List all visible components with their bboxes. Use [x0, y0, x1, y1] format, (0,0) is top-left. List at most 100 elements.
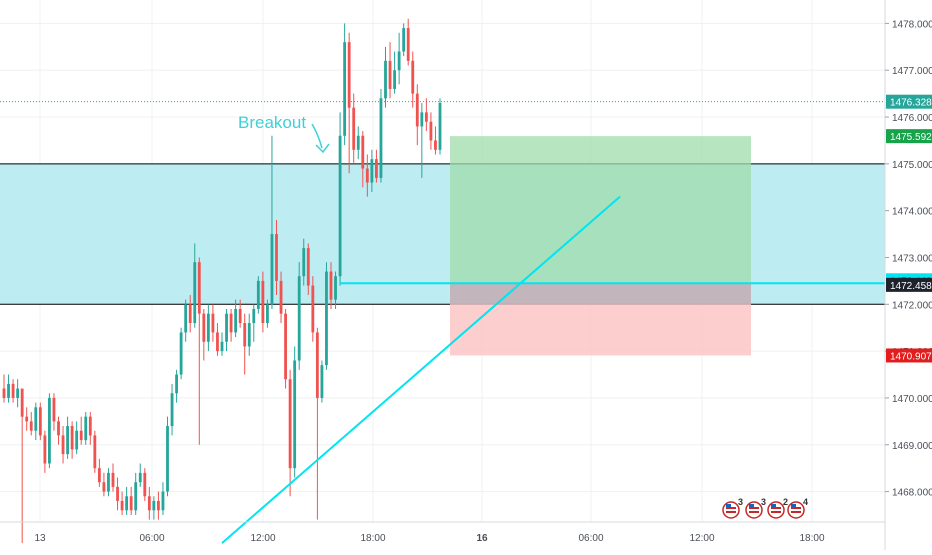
candle-body-78: [356, 135, 360, 150]
candle-body-67: [306, 248, 310, 286]
time-tick-label-2: 12:00: [250, 533, 275, 544]
candle-body-4: [20, 388, 24, 417]
candle-body-29: [134, 482, 138, 511]
candle-body-35: [161, 491, 165, 511]
candle-body-25: [116, 486, 119, 501]
candle-body-61: [279, 280, 283, 314]
candle-body-8: [38, 407, 42, 436]
candle-body-20: [93, 435, 97, 469]
candle-body-76: [347, 42, 351, 108]
event-flag-canton-0: [726, 504, 731, 508]
price-badge-stop: [886, 348, 932, 363]
event-count-1: 3: [761, 497, 766, 507]
breakout-arrow-head: [315, 143, 330, 154]
event-flag-icon-1[interactable]: 3: [745, 497, 766, 519]
candle-body-71: [325, 271, 328, 366]
candle-body-23: [107, 472, 110, 492]
time-tick-label-0: 13: [34, 533, 46, 544]
price-tick-label-1: 1469.000: [892, 441, 932, 452]
candle-body-79: [361, 135, 365, 169]
event-count-0: 3: [738, 497, 743, 507]
breakout-arrow-shaft: [311, 123, 323, 149]
event-flag-icon-2[interactable]: 2: [767, 497, 788, 519]
candle-body-82: [375, 159, 378, 178]
candle-body-43: [197, 262, 201, 314]
event-count-3: 4: [803, 497, 808, 507]
candle-body-92: [420, 112, 424, 127]
candle-body-49: [225, 313, 228, 342]
price-tick-label-7: 1475.000: [892, 160, 932, 171]
candle-body-13: [61, 435, 65, 455]
candle-body-2: [11, 383, 15, 398]
price-axis[interactable]: 1468.0001469.0001470.0001471.0001472.000…: [884, 0, 932, 550]
time-tick-label-3: 18:00: [360, 533, 385, 544]
candle-body-88: [402, 28, 406, 52]
candle-body-54: [247, 323, 251, 347]
time-tick-label-5: 06:00: [578, 533, 603, 544]
event-flag-icon-0[interactable]: 3: [722, 497, 743, 519]
candle-body-3: [16, 388, 20, 398]
candle-body-60: [275, 234, 278, 281]
price-badge-zone: [886, 277, 932, 292]
candle-body-90: [411, 60, 415, 94]
candle-body-86: [393, 70, 396, 89]
candle-body-9: [43, 435, 47, 464]
price-tick-label-9: 1477.000: [892, 66, 932, 77]
candle-body-56: [256, 280, 260, 309]
price-badge-label-target: 1475.592: [890, 132, 932, 143]
time-tick-label-4: 16: [476, 533, 488, 544]
candle-body-85: [388, 60, 392, 89]
price-tick-label-5: 1473.000: [892, 253, 932, 264]
time-axis[interactable]: 13 06:00 12:00 18:00 16 06:00 12:00 18:00: [0, 521, 885, 544]
candle-body-12: [57, 421, 60, 436]
candle-body-94: [429, 121, 433, 141]
trendline[interactable]: [221, 195, 621, 544]
candle-body-1: [7, 383, 10, 398]
candle-body-42: [193, 262, 197, 324]
event-flag-icon-3[interactable]: 4: [787, 497, 808, 519]
candle-body-40: [184, 304, 188, 333]
candle-body-45: [206, 313, 210, 342]
candle-body-80: [365, 168, 369, 183]
candle-body-95: [434, 140, 437, 150]
event-flag-stripe-bottom-0: [726, 511, 736, 513]
candle-body-11: [52, 397, 56, 422]
events-layer: 3 3 2 4: [722, 497, 808, 519]
event-flag-stripe-bottom-2: [771, 511, 781, 513]
candle-body-10: [48, 397, 51, 464]
time-tick-label-7: 18:00: [799, 533, 824, 544]
candle-body-46: [211, 313, 215, 333]
overlap-zone: [450, 283, 751, 305]
candle-body-73: [334, 276, 337, 300]
candle-body-31: [143, 472, 147, 497]
price-badge-last: [886, 94, 932, 109]
candle-body-51: [234, 308, 238, 333]
price-tick-label-2: 1470.000: [892, 394, 932, 405]
event-count-2: 2: [783, 497, 788, 507]
candle-body-6: [29, 421, 33, 431]
candle-body-15: [70, 426, 74, 450]
event-flag-stripe-bottom-3: [791, 511, 801, 513]
candle-body-84: [384, 60, 387, 99]
zones-layer: [0, 136, 885, 356]
candle-body-18: [84, 416, 88, 441]
candle-body-64: [293, 360, 297, 469]
candle-body-22: [102, 482, 106, 492]
candle-body-91: [415, 93, 419, 127]
candle-body-28: [129, 496, 133, 511]
event-flag-canton-1: [749, 504, 754, 508]
candle-body-19: [88, 416, 92, 436]
candle-body-16: [75, 430, 79, 450]
candle-body-55: [252, 308, 256, 324]
candle-body-59: [270, 234, 274, 305]
price-badge-label-stop: 1470.907: [890, 351, 932, 362]
target-zone: [450, 136, 751, 284]
event-flag-stripe-bottom-1: [749, 511, 759, 513]
candle-body-7: [34, 407, 38, 431]
price-tick-label-8: 1476.000: [892, 113, 932, 124]
price-badge-label-last: 1476.328: [890, 98, 932, 109]
price-tick-label-0: 1468.000: [892, 488, 932, 499]
candle-body-83: [379, 98, 383, 178]
